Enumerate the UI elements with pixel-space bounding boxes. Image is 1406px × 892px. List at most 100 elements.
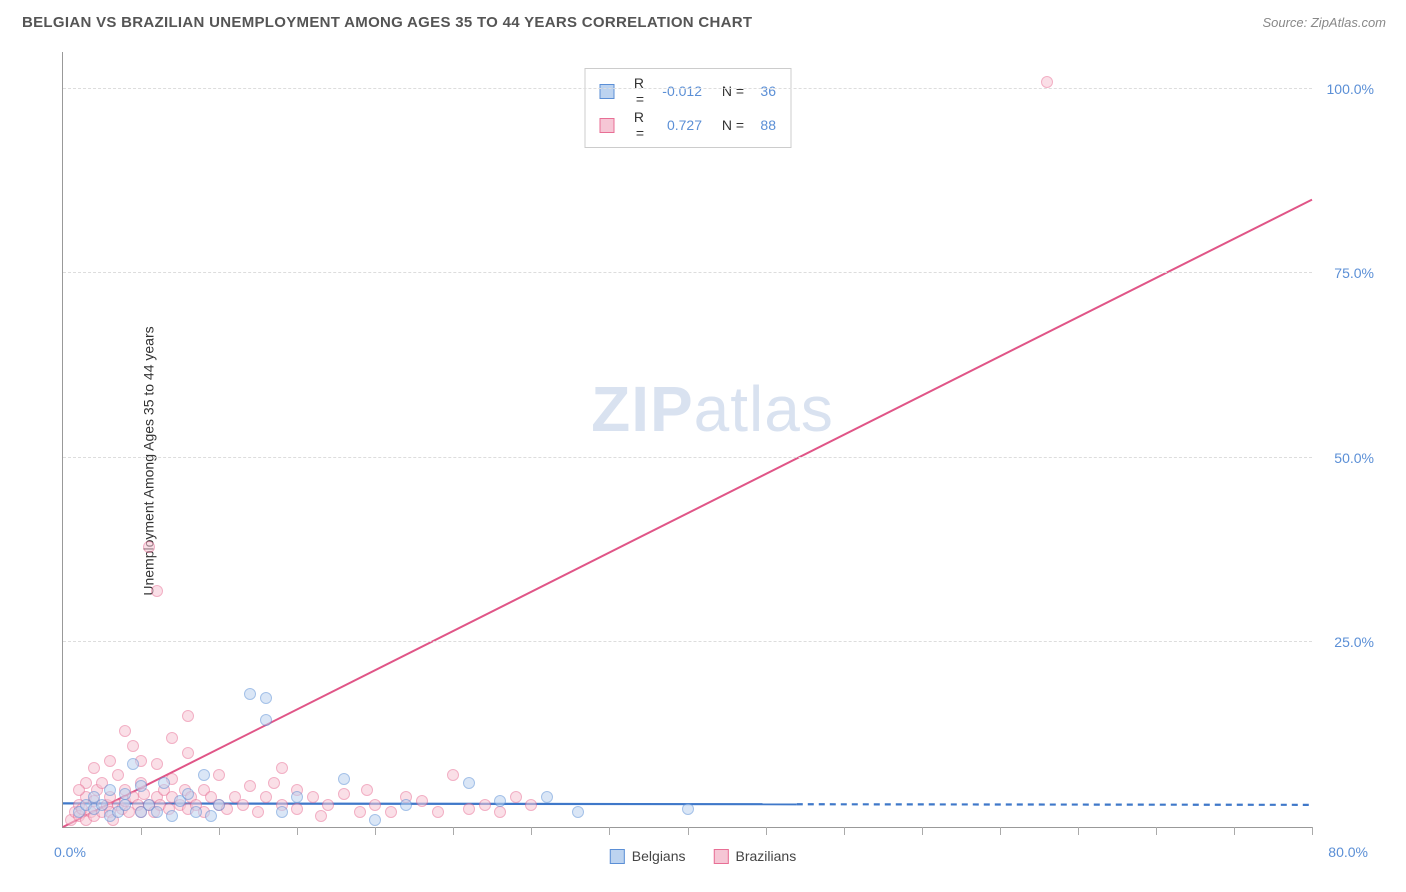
data-point: [338, 788, 350, 800]
swatch-brazilians: [599, 118, 614, 133]
legend-item-belgians: Belgians: [610, 848, 686, 864]
watermark-atlas: atlas: [694, 373, 834, 445]
x-tick: [1234, 827, 1235, 835]
stats-row-belgians: R = -0.012 N = 36: [599, 74, 776, 108]
data-point: [252, 806, 264, 818]
legend-label-belgians: Belgians: [632, 848, 686, 864]
legend: Belgians Brazilians: [610, 848, 796, 864]
data-point: [237, 799, 249, 811]
data-point: [510, 791, 522, 803]
x-tick: [375, 827, 376, 835]
x-tick: [688, 827, 689, 835]
data-point: [135, 780, 147, 792]
data-point: [291, 791, 303, 803]
x-tick: [219, 827, 220, 835]
legend-label-brazilians: Brazilians: [736, 848, 797, 864]
y-tick-label: 25.0%: [1334, 634, 1374, 650]
data-point: [338, 773, 350, 785]
n-value-brazilians: 88: [752, 117, 776, 133]
data-point: [361, 784, 373, 796]
header: BELGIAN VS BRAZILIAN UNEMPLOYMENT AMONG …: [0, 0, 1406, 39]
x-tick: [1000, 827, 1001, 835]
data-point: [322, 799, 334, 811]
x-max-label: 80.0%: [1328, 844, 1368, 860]
n-label: N =: [716, 83, 744, 99]
data-point: [166, 732, 178, 744]
n-label: N =: [716, 117, 744, 133]
data-point: [276, 762, 288, 774]
gridline: [63, 272, 1312, 273]
data-point: [315, 810, 327, 822]
x-tick: [922, 827, 923, 835]
data-point: [143, 541, 155, 553]
data-point: [119, 799, 131, 811]
x-tick: [1312, 827, 1313, 835]
watermark: ZIPatlas: [591, 372, 834, 446]
x-tick: [609, 827, 610, 835]
data-point: [682, 803, 694, 815]
data-point: [182, 747, 194, 759]
gridline: [63, 641, 1312, 642]
x-tick: [297, 827, 298, 835]
r-value-belgians: -0.012: [652, 83, 702, 99]
data-point: [127, 758, 139, 770]
data-point: [213, 769, 225, 781]
data-point: [432, 806, 444, 818]
data-point: [182, 788, 194, 800]
data-point: [479, 799, 491, 811]
data-point: [354, 806, 366, 818]
data-point: [151, 585, 163, 597]
data-point: [104, 784, 116, 796]
x-tick: [844, 827, 845, 835]
data-point: [369, 814, 381, 826]
watermark-zip: ZIP: [591, 373, 694, 445]
data-point: [307, 791, 319, 803]
data-point: [166, 810, 178, 822]
chart-title: BELGIAN VS BRAZILIAN UNEMPLOYMENT AMONG …: [22, 14, 752, 31]
data-point: [213, 799, 225, 811]
x-origin-label: 0.0%: [54, 844, 86, 860]
data-point: [119, 725, 131, 737]
data-point: [158, 777, 170, 789]
data-point: [190, 806, 202, 818]
data-point: [260, 791, 272, 803]
data-point: [96, 799, 108, 811]
data-point: [525, 799, 537, 811]
r-label: R =: [622, 109, 644, 141]
data-point: [572, 806, 584, 818]
r-label: R =: [622, 75, 644, 107]
data-point: [112, 769, 124, 781]
plot-area: ZIPatlas R = -0.012 N = 36 R = 0.727 N =…: [62, 52, 1312, 828]
data-point: [244, 688, 256, 700]
data-point: [291, 803, 303, 815]
data-point: [400, 799, 412, 811]
data-point: [119, 788, 131, 800]
data-point: [205, 810, 217, 822]
data-point: [260, 692, 272, 704]
data-point: [244, 780, 256, 792]
data-point: [494, 795, 506, 807]
data-point: [182, 710, 194, 722]
legend-swatch-brazilians: [714, 849, 729, 864]
data-point: [276, 806, 288, 818]
data-point: [385, 806, 397, 818]
data-point: [151, 758, 163, 770]
chart-container: Unemployment Among Ages 35 to 44 years Z…: [22, 44, 1384, 878]
data-point: [151, 806, 163, 818]
gridline: [63, 457, 1312, 458]
gridline: [63, 88, 1312, 89]
data-point: [88, 762, 100, 774]
data-point: [416, 795, 428, 807]
swatch-belgians: [599, 84, 614, 99]
stats-row-brazilians: R = 0.727 N = 88: [599, 108, 776, 142]
r-value-brazilians: 0.727: [652, 117, 702, 133]
data-point: [463, 803, 475, 815]
y-tick-label: 75.0%: [1334, 265, 1374, 281]
data-point: [127, 740, 139, 752]
legend-item-brazilians: Brazilians: [714, 848, 797, 864]
data-point: [1041, 76, 1053, 88]
data-point: [447, 769, 459, 781]
x-tick: [453, 827, 454, 835]
data-point: [198, 769, 210, 781]
x-tick: [766, 827, 767, 835]
